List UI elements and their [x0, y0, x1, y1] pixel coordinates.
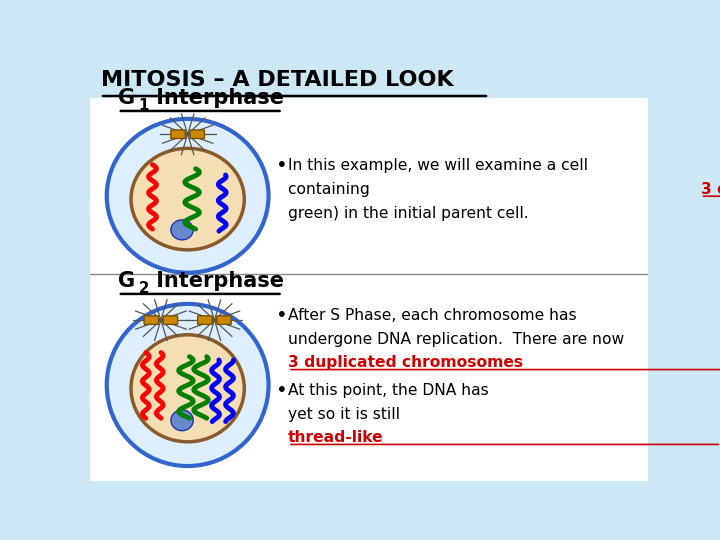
Bar: [90, 65, 648, 98]
Text: MITOSIS – A DETAILED LOOK: MITOSIS – A DETAILED LOOK: [101, 70, 454, 90]
Text: G: G: [118, 272, 135, 292]
Text: In this example, we will examine a cell: In this example, we will examine a cell: [288, 158, 588, 173]
Ellipse shape: [107, 119, 269, 273]
Ellipse shape: [131, 335, 244, 442]
Text: Interphase: Interphase: [148, 89, 284, 109]
Text: At this point, the DNA has: At this point, the DNA has: [288, 383, 494, 398]
FancyBboxPatch shape: [163, 316, 178, 325]
Text: •: •: [276, 156, 287, 176]
Ellipse shape: [131, 148, 244, 250]
FancyBboxPatch shape: [217, 316, 231, 325]
Text: Interphase: Interphase: [148, 272, 284, 292]
Text: yet so it is still: yet so it is still: [288, 407, 405, 422]
Text: thread-like: thread-like: [288, 430, 384, 445]
Text: •: •: [276, 381, 287, 400]
Text: green) in the initial parent cell.: green) in the initial parent cell.: [288, 206, 528, 221]
Ellipse shape: [171, 220, 193, 240]
Text: After S Phase, each chromosome has: After S Phase, each chromosome has: [288, 308, 577, 323]
FancyBboxPatch shape: [171, 130, 185, 138]
Text: undergone DNA replication.  There are now: undergone DNA replication. There are now: [288, 332, 624, 347]
Ellipse shape: [171, 410, 193, 431]
Ellipse shape: [107, 304, 269, 466]
Text: 3 chromosomes: 3 chromosomes: [701, 182, 720, 197]
Text: 2: 2: [138, 281, 149, 295]
Text: 3 duplicated chromosomes: 3 duplicated chromosomes: [288, 355, 523, 370]
FancyBboxPatch shape: [190, 130, 204, 138]
Text: G: G: [118, 89, 135, 109]
Text: 1: 1: [138, 98, 149, 113]
Text: •: •: [276, 306, 287, 325]
FancyBboxPatch shape: [198, 316, 212, 325]
Text: containing: containing: [288, 182, 374, 197]
FancyBboxPatch shape: [144, 316, 158, 325]
